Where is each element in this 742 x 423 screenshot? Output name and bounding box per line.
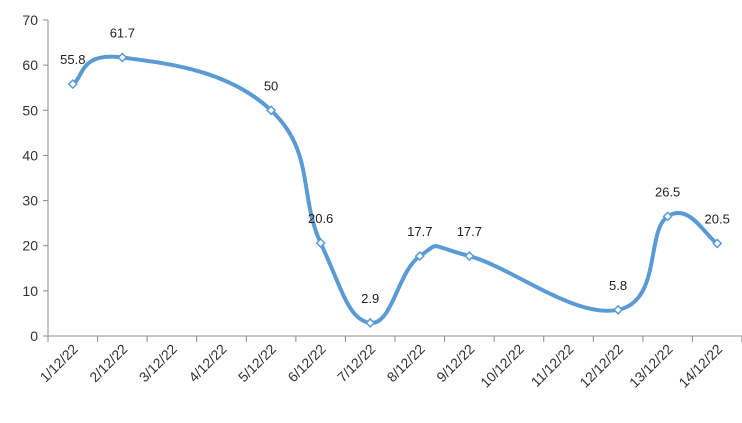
x-tick-label: 11/12/22 [527, 341, 576, 390]
y-tick-label: 50 [22, 102, 38, 118]
data-label: 2.9 [361, 291, 379, 306]
x-tick-label: 2/12/22 [86, 341, 130, 385]
data-point-marker [315, 237, 326, 249]
x-tick-label: 1/12/22 [37, 341, 81, 385]
axes [47, 20, 742, 337]
x-axis-ticks: 1/12/22 2/12/22 3/12/22 4/12/22 5/12/22 6/12/… [37, 336, 742, 391]
y-tick-label: 0 [30, 328, 38, 344]
x-tick-label: 8/12/22 [384, 341, 428, 385]
data-point-marker [464, 251, 475, 262]
data-point-marker [67, 79, 78, 90]
x-tick-label: 12/12/22 [576, 341, 626, 391]
x-tick-label: 10/12/22 [477, 341, 527, 391]
data-label: 5.8 [609, 278, 627, 293]
x-tick-label: 6/12/22 [284, 341, 328, 385]
data-point-marker [266, 105, 277, 116]
x-tick-label: 4/12/22 [185, 341, 229, 385]
x-tick-label: 13/12/22 [626, 341, 676, 391]
y-tick-label: 60 [22, 57, 38, 73]
y-tick-label: 40 [22, 147, 38, 163]
data-label: 26.5 [655, 184, 680, 199]
y-tick-label: 30 [22, 193, 38, 209]
data-label: 20.6 [308, 211, 333, 226]
data-label: 17.7 [457, 224, 482, 239]
y-tick-label: 20 [22, 238, 38, 254]
data-label: 20.5 [705, 211, 730, 226]
data-point-marker [712, 238, 723, 249]
data-label: 55.8 [60, 52, 85, 67]
data-point-marker [613, 304, 624, 315]
y-tick-label: 10 [22, 283, 38, 299]
data-label: 61.7 [110, 25, 135, 40]
data-label: 17.7 [407, 224, 432, 239]
data-point-marker [414, 251, 425, 262]
x-tick-label: 5/12/22 [235, 341, 279, 385]
data-labels: 55.8 61.7 50 20.6 2.9 17.7 17.7 5.8 26.5 20.5 [60, 25, 730, 305]
data-point-marker [662, 211, 673, 222]
y-axis-ticks: 0 10 20 30 40 50 60 70 [22, 12, 48, 344]
y-tick-label: 70 [22, 12, 38, 28]
data-point-marker [117, 52, 128, 63]
x-tick-label: 3/12/22 [136, 341, 180, 385]
data-point-marker [365, 317, 376, 328]
x-tick-label: 9/12/22 [433, 341, 477, 385]
series-layer [67, 52, 723, 328]
series-line [70, 54, 720, 325]
x-tick-label: 7/12/22 [334, 341, 378, 385]
data-label: 50 [264, 78, 278, 93]
x-tick-label: 14/12/22 [675, 341, 725, 391]
